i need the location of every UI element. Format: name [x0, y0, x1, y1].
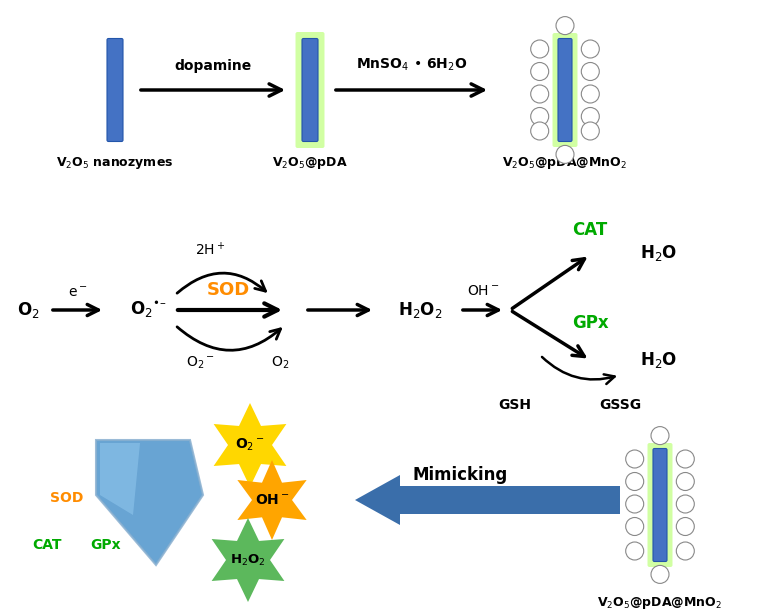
Text: V$_2$O$_5$@pDA@MnO$_2$: V$_2$O$_5$@pDA@MnO$_2$	[598, 595, 723, 609]
Circle shape	[677, 518, 694, 535]
Circle shape	[626, 495, 644, 513]
Text: dopamine: dopamine	[174, 59, 252, 73]
Circle shape	[677, 495, 694, 513]
FancyBboxPatch shape	[302, 38, 318, 141]
Text: H$_2$O: H$_2$O	[640, 350, 677, 370]
Text: V$_2$O$_5$@pDA@MnO$_2$: V$_2$O$_5$@pDA@MnO$_2$	[502, 155, 627, 171]
Text: V$_2$O$_5$ nanozymes: V$_2$O$_5$ nanozymes	[56, 155, 174, 171]
Text: GSH: GSH	[498, 398, 531, 412]
Text: O$_2$$^-$: O$_2$$^-$	[235, 437, 265, 453]
Circle shape	[626, 542, 644, 560]
Text: OH$^-$: OH$^-$	[467, 284, 499, 298]
Text: H$_2$O: H$_2$O	[640, 243, 677, 263]
Text: O$_2$$^{•–}$: O$_2$$^{•–}$	[130, 300, 166, 320]
Circle shape	[677, 473, 694, 490]
Text: GPx: GPx	[571, 314, 608, 332]
FancyArrow shape	[355, 475, 620, 525]
Circle shape	[651, 565, 669, 583]
Polygon shape	[212, 518, 284, 602]
Text: SOD: SOD	[207, 281, 250, 299]
Text: e$^-$: e$^-$	[68, 286, 88, 300]
FancyBboxPatch shape	[653, 448, 667, 561]
Circle shape	[677, 542, 694, 560]
FancyBboxPatch shape	[296, 32, 325, 148]
Circle shape	[626, 518, 644, 535]
Text: O$_2$$^-$: O$_2$$^-$	[186, 355, 214, 371]
Circle shape	[581, 85, 599, 103]
Circle shape	[531, 108, 548, 125]
Text: O$_2$: O$_2$	[271, 355, 289, 371]
Polygon shape	[237, 460, 306, 540]
Circle shape	[581, 108, 599, 125]
Polygon shape	[96, 440, 203, 565]
Text: SOD: SOD	[50, 491, 84, 505]
Circle shape	[626, 450, 644, 468]
Text: O$_2$: O$_2$	[17, 300, 39, 320]
FancyBboxPatch shape	[647, 443, 673, 567]
FancyBboxPatch shape	[558, 38, 572, 141]
Circle shape	[651, 426, 669, 445]
Text: H$_2$O$_2$: H$_2$O$_2$	[230, 552, 266, 568]
Text: GPx: GPx	[90, 538, 121, 552]
Polygon shape	[100, 443, 140, 515]
Circle shape	[531, 85, 548, 103]
Circle shape	[677, 450, 694, 468]
Circle shape	[531, 63, 548, 80]
Circle shape	[581, 63, 599, 80]
Circle shape	[531, 122, 548, 140]
Text: 2H$^+$: 2H$^+$	[195, 241, 225, 259]
Circle shape	[581, 40, 599, 58]
FancyBboxPatch shape	[552, 33, 578, 147]
FancyBboxPatch shape	[107, 38, 123, 141]
Text: CAT: CAT	[572, 221, 607, 239]
Circle shape	[581, 122, 599, 140]
Text: MnSO$_4$ • 6H$_2$O: MnSO$_4$ • 6H$_2$O	[356, 57, 468, 73]
Circle shape	[531, 40, 548, 58]
Text: GSSG: GSSG	[599, 398, 641, 412]
Polygon shape	[214, 403, 286, 487]
Text: OH$^-$: OH$^-$	[255, 493, 290, 507]
Text: V$_2$O$_5$@pDA: V$_2$O$_5$@pDA	[272, 155, 348, 171]
Circle shape	[556, 146, 574, 163]
Circle shape	[626, 473, 644, 490]
Text: H$_2$O$_2$: H$_2$O$_2$	[398, 300, 442, 320]
Text: Mimicking: Mimicking	[412, 466, 508, 484]
Circle shape	[556, 16, 574, 35]
Text: CAT: CAT	[32, 538, 61, 552]
